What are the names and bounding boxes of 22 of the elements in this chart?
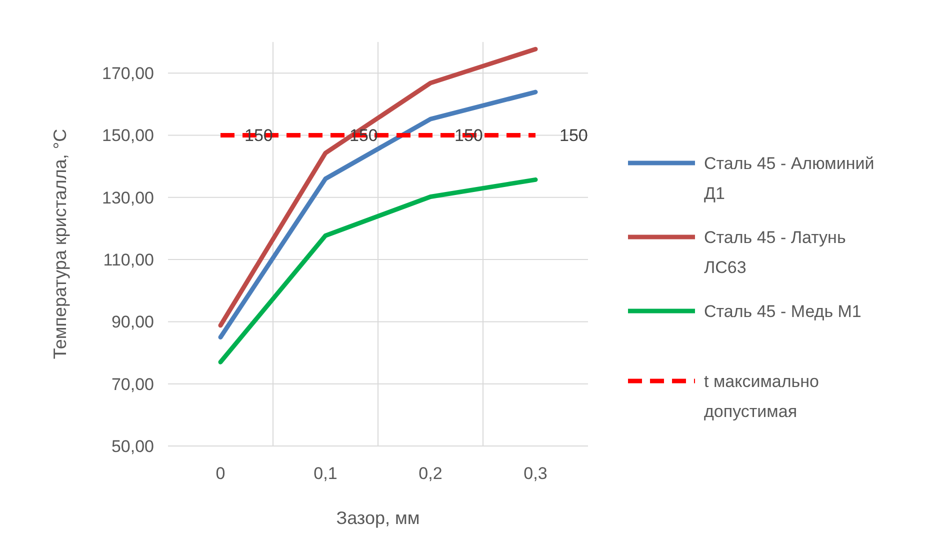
line-series	[218, 177, 538, 364]
y-axis-title: Температура кристалла, °C	[50, 128, 70, 360]
y-tick-label: 110,00	[103, 250, 154, 270]
x-tick-label: 0	[216, 464, 226, 483]
legend-label: Сталь 45 - Латунь ЛС63	[704, 228, 846, 277]
data-label: 150	[560, 126, 588, 146]
y-tick-label: 90,00	[111, 312, 154, 332]
y-tick-label: 170,00	[102, 64, 154, 84]
x-tick-label: 0,1	[314, 464, 338, 483]
legend-label: Сталь 45 - Алюминий Д1	[704, 154, 874, 203]
y-tick-label: 130,00	[102, 188, 154, 208]
y-tick-label: 50,00	[111, 436, 154, 456]
data-label: 150	[454, 126, 483, 146]
x-tick-label: 0,2	[418, 464, 442, 483]
line-series	[218, 90, 538, 340]
x-tick-label: 0,3	[524, 464, 548, 483]
legend-label: Сталь 45 - Медь М1	[704, 302, 862, 321]
x-axis-title: Зазор, мм	[336, 508, 420, 528]
y-tick-label: 150,00	[102, 126, 154, 146]
y-tick-label: 70,00	[111, 374, 154, 394]
legend-label: t максимально допустимая	[704, 372, 819, 421]
line-series	[218, 46, 538, 328]
